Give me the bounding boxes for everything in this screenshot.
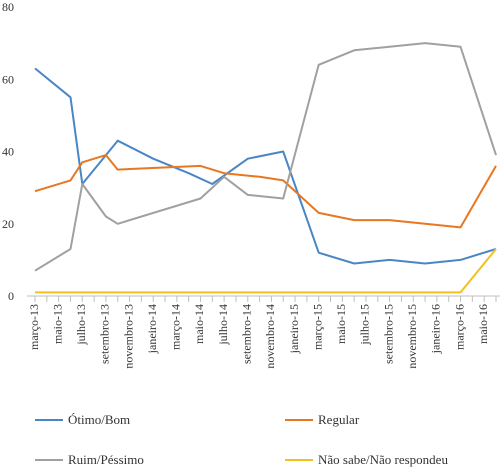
legend-item: Regular bbox=[285, 412, 360, 427]
y-tick-label: 80 bbox=[2, 0, 14, 14]
x-tick-label: janeiro-15 bbox=[287, 304, 301, 354]
series-lines bbox=[34, 42, 497, 294]
y-axis-labels: 0 20 40 60 80 bbox=[2, 0, 14, 303]
x-tick-label: novembro-15 bbox=[405, 304, 419, 369]
legend-item: Não sabe/Não respondeu bbox=[285, 452, 448, 467]
x-axis-labels: março-13 maio-13 julho-13 setembro-13 novemb… bbox=[27, 304, 490, 369]
x-tick-label: julho-15 bbox=[358, 304, 372, 346]
y-tick-label: 20 bbox=[2, 217, 14, 231]
series-line bbox=[34, 67, 497, 265]
y-tick-label: 40 bbox=[2, 145, 14, 159]
x-tick-label: maio-15 bbox=[334, 304, 348, 344]
x-tick-label: março-16 bbox=[452, 304, 466, 350]
x-tick-label: maio-13 bbox=[50, 304, 64, 344]
x-tick-label: janeiro-14 bbox=[145, 304, 159, 354]
series-line bbox=[35, 248, 497, 294]
x-tick-label: janeiro-16 bbox=[429, 304, 443, 354]
series-line bbox=[34, 42, 497, 272]
y-tick-label: 60 bbox=[2, 72, 14, 86]
x-tick-label: setembro-15 bbox=[381, 304, 395, 364]
x-tick-label: março-14 bbox=[169, 304, 183, 350]
legend-label: Ruim/Péssimo bbox=[68, 452, 144, 467]
legend-item: Ruim/Péssimo bbox=[35, 452, 144, 467]
x-tick-label: novembro-14 bbox=[263, 304, 277, 369]
x-tick-label: maio-16 bbox=[476, 304, 490, 344]
x-tick-label: setembro-14 bbox=[240, 304, 254, 364]
legend-label: Regular bbox=[318, 412, 360, 427]
x-tick-label: maio-14 bbox=[192, 304, 206, 344]
x-tick-label: setembro-13 bbox=[98, 304, 112, 364]
x-tick-label: março-13 bbox=[27, 304, 41, 350]
legend: Ótimo/Bom Regular Ruim/Péssimo Não sabe/… bbox=[35, 412, 448, 467]
x-tick-label: julho-14 bbox=[216, 304, 230, 346]
x-axis-ticks bbox=[34, 296, 497, 302]
legend-label: Ótimo/Bom bbox=[68, 412, 130, 427]
series-line bbox=[34, 154, 497, 229]
x-tick-label: julho-13 bbox=[74, 304, 88, 346]
legend-label: Não sabe/Não respondeu bbox=[318, 452, 448, 467]
legend-item: Ótimo/Bom bbox=[35, 412, 130, 427]
x-tick-label: novembro-13 bbox=[121, 304, 135, 369]
x-tick-label: março-15 bbox=[310, 304, 324, 350]
y-tick-label: 0 bbox=[8, 289, 14, 303]
